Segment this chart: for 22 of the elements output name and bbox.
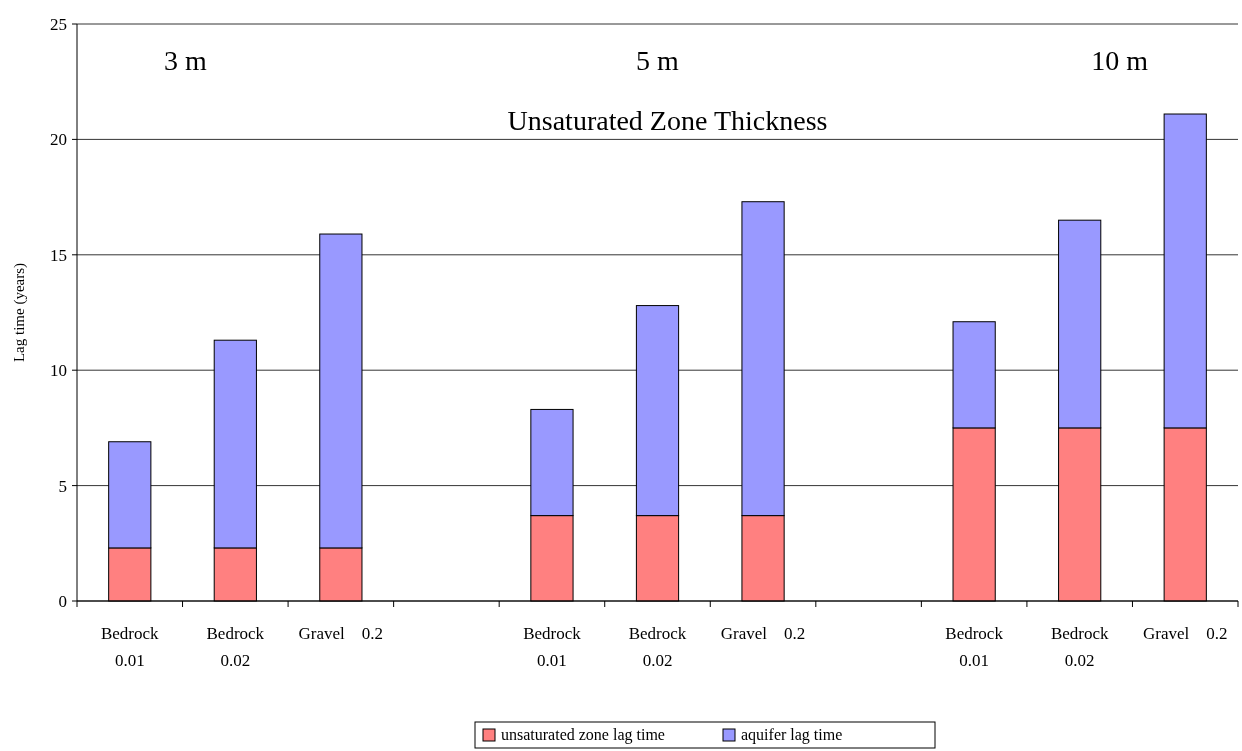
y-axis-title: Lag time (years) [11, 262, 28, 363]
x-tick-label: Gravel 0.2 [720, 624, 806, 643]
y-tick-label: 20 [50, 130, 67, 150]
legend-label: aquifer lag time [741, 726, 843, 744]
annotation: Unsaturated Zone Thickness [507, 105, 828, 136]
x-tick-label: Gravel 0.2 [298, 624, 384, 643]
y-tick-label: 5 [58, 476, 67, 496]
x-tick-label: Bedrock 0.02 [1050, 624, 1109, 670]
y-tick-label: 15 [50, 245, 67, 265]
legend-label: unsaturated zone lag time [501, 726, 665, 744]
x-tick-label: Bedrock 0.02 [628, 624, 687, 670]
x-tick-label: Bedrock 0.01 [100, 624, 160, 670]
x-tick-label: Bedrock 0.02 [206, 624, 265, 670]
annotation: 5 m [636, 45, 680, 76]
annotation: 10 m [1091, 45, 1149, 76]
y-tick-label: 10 [50, 361, 67, 381]
x-tick-label: Bedrock 0.01 [523, 624, 582, 670]
y-tick-label: 0 [58, 591, 67, 611]
annotation: 3 m [163, 45, 207, 76]
y-tick-label: 25 [50, 14, 67, 34]
x-tick-label: Gravel 0.2 [1142, 624, 1228, 643]
x-tick-label: Bedrock 0.01 [945, 624, 1004, 670]
